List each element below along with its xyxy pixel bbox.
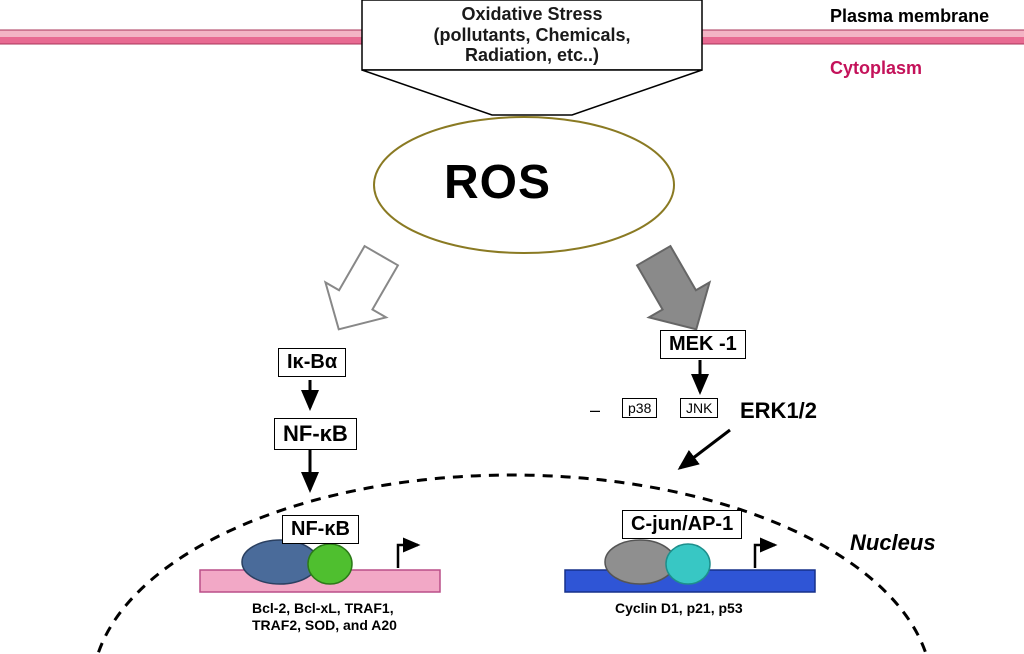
ikba-node: Iκ-Bα xyxy=(278,348,346,377)
topbox-line1: Oxidative Stress xyxy=(362,4,702,25)
cjun-ap1-node: C-jun/AP-1 xyxy=(622,510,742,539)
mek1-node: MEK -1 xyxy=(660,330,746,359)
cytoplasm-label: Cytoplasm xyxy=(830,58,922,79)
jnk-node: JNK xyxy=(680,398,718,418)
ros-label: ROS xyxy=(444,155,551,210)
nfkb-nucleus-node: NF-κB xyxy=(282,515,359,544)
nfkb-target-genes: Bcl-2, Bcl-xL, TRAF1, TRAF2, SOD, and A2… xyxy=(252,600,397,634)
nfkb-cyto-node: NF-κB xyxy=(274,418,357,450)
topbox-line2: (pollutants, Chemicals, xyxy=(362,25,702,46)
p38-node: p38 xyxy=(622,398,657,418)
plasma-membrane-label: Plasma membrane xyxy=(830,6,989,27)
nucleus-label: Nucleus xyxy=(850,530,936,556)
diagram-stage: Oxidative Stress (pollutants, Chemicals,… xyxy=(0,0,1024,654)
minus-symbol: – xyxy=(590,400,600,421)
nfkb-genes-line1: Bcl-2, Bcl-xL, TRAF1, xyxy=(252,600,397,617)
topbox-line3: Radiation, etc..) xyxy=(362,45,702,66)
oxidative-stress-box: Oxidative Stress (pollutants, Chemicals,… xyxy=(362,0,702,70)
ap1-target-genes: Cyclin D1, p21, p53 xyxy=(615,600,743,616)
nfkb-genes-line2: TRAF2, SOD, and A20 xyxy=(252,617,397,634)
erk12-node: ERK1/2 xyxy=(740,398,817,424)
